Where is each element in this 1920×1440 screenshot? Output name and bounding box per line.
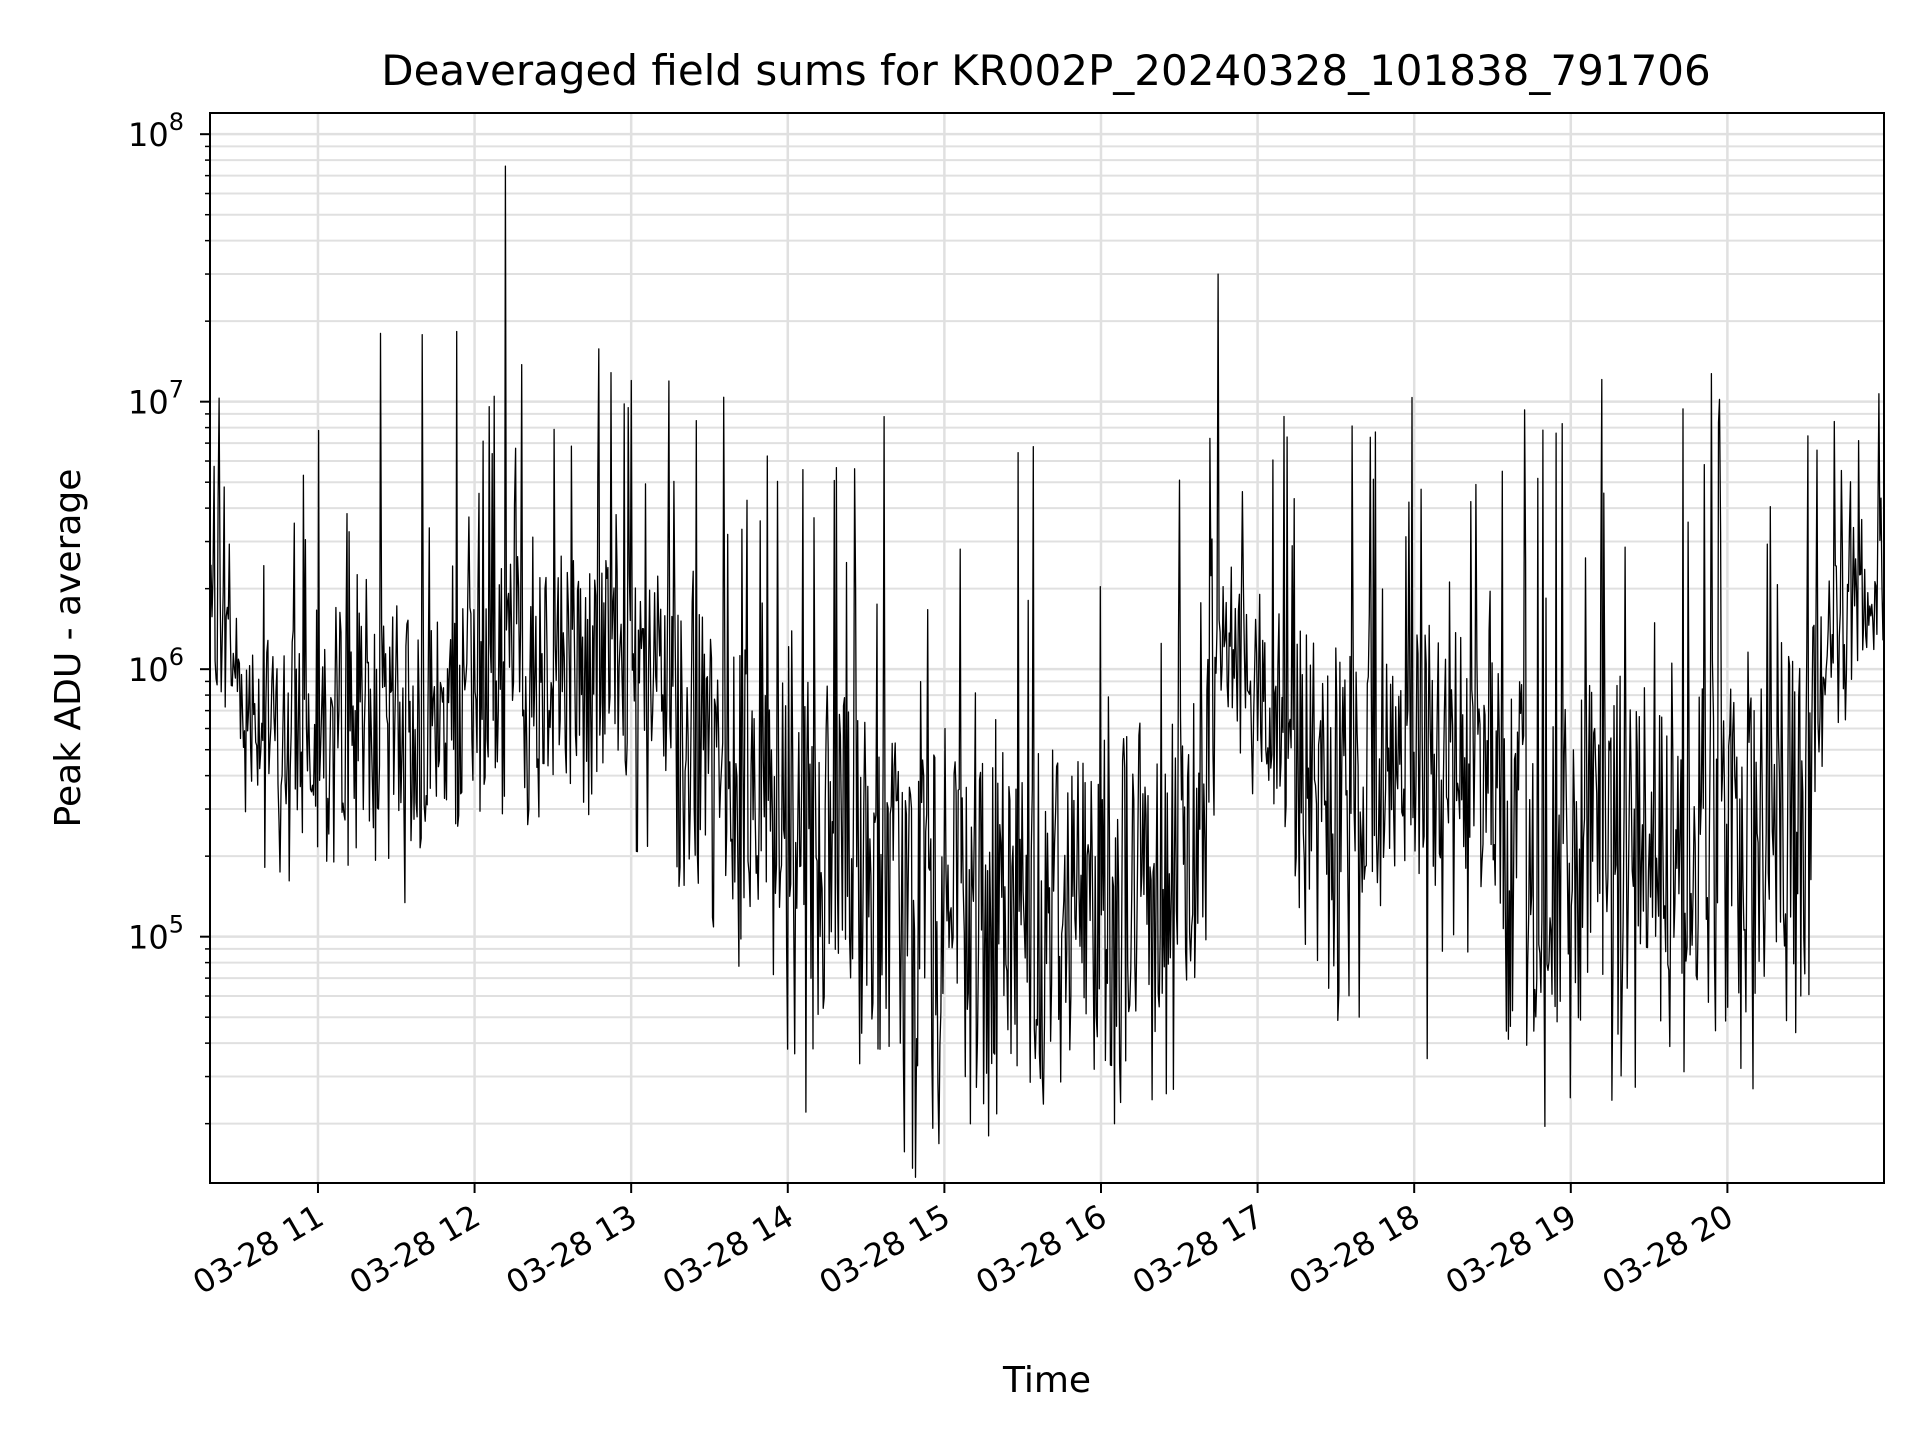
series-path bbox=[209, 165, 1885, 1178]
y-tick-label: 108 bbox=[128, 108, 184, 154]
series-line bbox=[209, 165, 1885, 1178]
y-tick-label: 106 bbox=[128, 643, 184, 689]
plot-frame bbox=[209, 112, 1885, 1184]
x-axis-label: Time bbox=[1002, 1360, 1091, 1401]
y-axis-label: Peak ADU - average bbox=[48, 469, 89, 828]
chart-title: Deaveraged field sums for KR002P_2024032… bbox=[381, 46, 1711, 95]
y-tick-label: 107 bbox=[128, 376, 184, 422]
y-tick-label: 105 bbox=[128, 911, 184, 957]
